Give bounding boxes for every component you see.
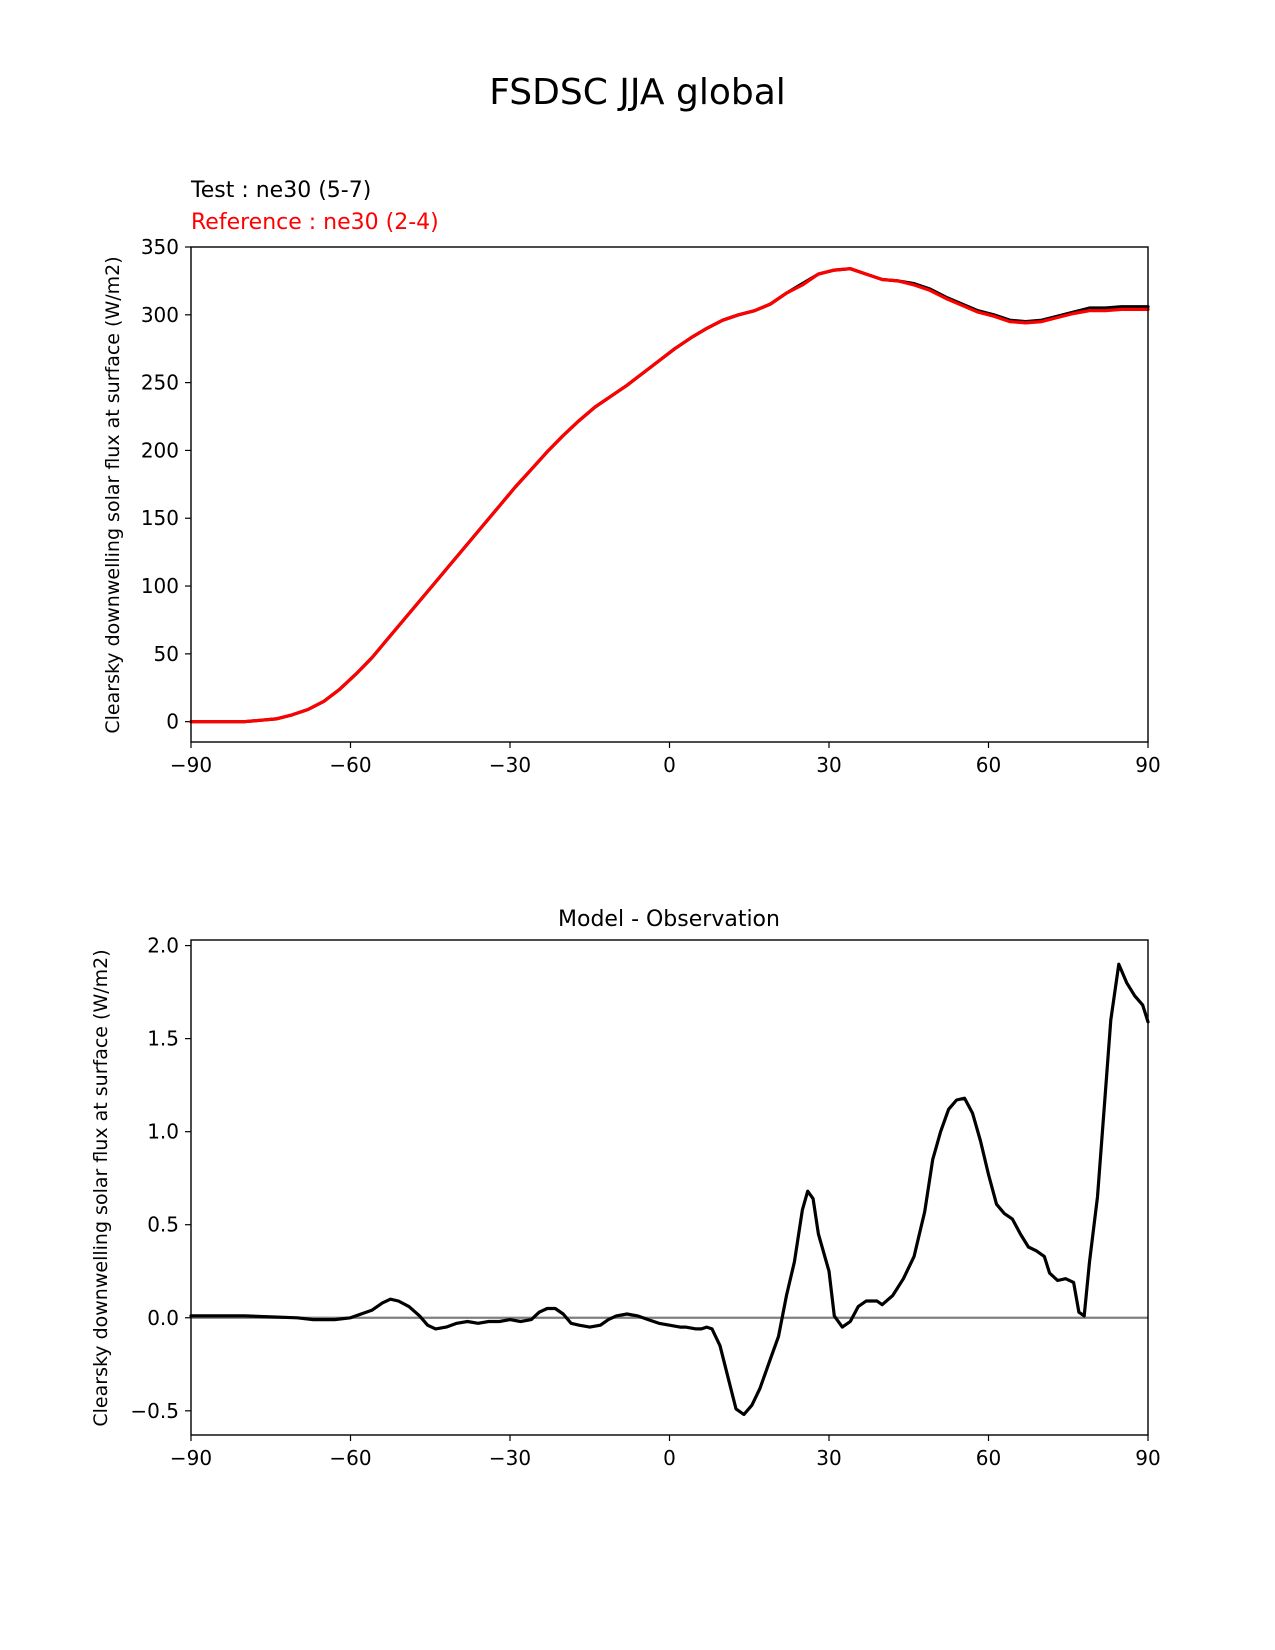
bottom-series-line-0 [189, 962, 1150, 1417]
bottom-y-tick-label: 1.5 [147, 1027, 179, 1051]
top-y-tick-label: 50 [154, 642, 179, 666]
test-label: Test : ne30 (5-7) [190, 178, 371, 203]
top-x-tick-label: −90 [170, 753, 212, 777]
bottom-series-lines [189, 962, 1150, 1417]
bottom-axis-ticks: −90 −60 −30 0 30 60 90 −0.5 0.0 0.5 1.0 1.5 2.0 [130, 934, 1160, 1470]
top-x-tick-label: 30 [816, 753, 841, 777]
top-plot-frame [190, 246, 1149, 743]
top-x-tick-label: 60 [976, 753, 1001, 777]
top-y-tick-label: 300 [141, 303, 179, 327]
bottom-y-tick-label: 2.0 [147, 934, 179, 958]
bottom-y-tick-label: 0.5 [147, 1213, 179, 1237]
top-series-line-0 [189, 267, 1150, 724]
top-y-tick-label: 200 [141, 438, 179, 462]
reference-label: Reference : ne30 (2-4) [191, 210, 439, 235]
bottom-panel-title: Model - Observation [558, 907, 780, 932]
top-x-tick-label: 0 [663, 753, 676, 777]
top-x-tick-label: 90 [1135, 753, 1160, 777]
top-series-line-1 [189, 267, 1150, 724]
bottom-x-tick-label: 60 [976, 1446, 1001, 1470]
top-axis-ticks: −90 −60 −30 0 30 60 90 0 50 100 150 200 250 300 350 [141, 235, 1161, 777]
bottom-x-tick-label: −60 [329, 1446, 371, 1470]
top-series-lines [189, 267, 1150, 724]
bottom-x-tick-label: 30 [816, 1446, 841, 1470]
top-x-tick-label: −30 [489, 753, 531, 777]
top-y-tick-label: 350 [141, 235, 179, 259]
bottom-y-axis-label: Clearsky downwelling solar flux at surfa… [90, 949, 112, 1426]
top-y-tick-label: 250 [141, 371, 179, 395]
bottom-x-tick-label: −90 [170, 1446, 212, 1470]
bottom-y-tick-label: 0.0 [147, 1306, 179, 1330]
bottom-x-tick-label: 0 [663, 1446, 676, 1470]
top-x-tick-label: −60 [329, 753, 371, 777]
bottom-plot-frame [190, 939, 1149, 1436]
bottom-x-tick-label: 90 [1135, 1446, 1160, 1470]
top-panel: Test : ne30 (5-7) Reference : ne30 (2-4)… [102, 178, 1161, 777]
figure-title: FSDSC JJA global [489, 72, 786, 113]
bottom-y-tick-label: 1.0 [147, 1120, 179, 1144]
top-y-tick-label: 0 [166, 710, 179, 734]
top-y-tick-label: 150 [141, 506, 179, 530]
bottom-panel: Model - Observation Clearsky downwelling… [90, 907, 1161, 1470]
top-y-tick-label: 100 [141, 574, 179, 598]
bottom-y-tick-label: −0.5 [130, 1399, 179, 1423]
top-y-axis-label: Clearsky downwelling solar flux at surfa… [102, 256, 124, 733]
bottom-x-tick-label: −30 [489, 1446, 531, 1470]
